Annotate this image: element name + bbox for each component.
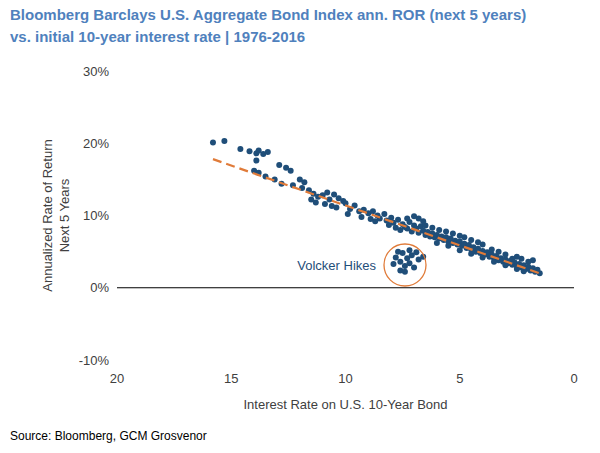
point <box>411 265 417 271</box>
point <box>253 158 259 164</box>
point <box>395 217 401 223</box>
trend-line <box>213 159 540 273</box>
point <box>210 140 216 146</box>
x-tick-label: 5 <box>456 371 463 386</box>
point <box>406 260 412 266</box>
point <box>358 214 364 220</box>
point <box>395 249 401 255</box>
point <box>324 189 330 195</box>
point <box>413 249 419 255</box>
point <box>386 222 392 228</box>
title: Bloomberg Barclays U.S. Aggregate Bond I… <box>10 6 526 23</box>
annotation-circle <box>384 244 426 286</box>
point <box>301 179 307 185</box>
point <box>525 259 531 265</box>
point <box>393 254 399 260</box>
background <box>0 0 600 453</box>
point <box>491 259 497 265</box>
point <box>265 149 271 155</box>
point <box>237 146 243 152</box>
point <box>468 237 474 243</box>
source: Source: Bloomberg, GCM Grosvenor <box>10 429 207 443</box>
point <box>381 211 387 217</box>
point <box>509 256 515 262</box>
x-tick-label: 15 <box>224 371 238 386</box>
point <box>480 254 486 260</box>
point <box>502 252 508 258</box>
x-tick-label: 20 <box>110 371 124 386</box>
chart: Bloomberg Barclays U.S. Aggregate Bond I… <box>0 0 600 453</box>
point <box>345 211 351 217</box>
point <box>443 228 449 234</box>
point <box>450 231 456 237</box>
x-axis-label: Interest Rate on U.S. 10-Year Bond <box>243 397 447 412</box>
point <box>489 246 495 252</box>
point <box>420 218 426 224</box>
y-tick-label: 20% <box>83 136 109 151</box>
y-tick-label: 10% <box>83 208 109 223</box>
point <box>502 262 508 268</box>
point <box>333 205 339 211</box>
y-tick-label: 30% <box>83 64 109 79</box>
x-tick-label: 10 <box>338 371 352 386</box>
point <box>313 199 319 205</box>
point <box>475 239 481 245</box>
point <box>434 240 440 246</box>
point <box>411 213 417 219</box>
point <box>372 218 378 224</box>
y-tick-label: 0% <box>90 280 109 295</box>
point <box>390 261 396 267</box>
point <box>436 227 442 233</box>
point <box>521 268 527 274</box>
point <box>406 247 412 253</box>
point <box>370 208 376 214</box>
subtitle: vs. initial 10-year interest rate | 1976… <box>10 28 305 45</box>
point <box>221 138 227 144</box>
point <box>457 233 463 239</box>
point <box>496 249 502 255</box>
point <box>457 247 463 253</box>
x-axis-line <box>117 287 574 288</box>
point <box>429 225 435 231</box>
point <box>247 148 253 154</box>
plot-area <box>210 138 543 276</box>
point <box>445 243 451 249</box>
y-axis-label: Next 5 Years <box>57 178 72 252</box>
annotation: Volcker Hikes <box>297 258 376 273</box>
point <box>288 168 294 174</box>
x-tick-label: 0 <box>570 371 577 386</box>
y-axis-label: Annualized Rate of Return <box>40 139 55 291</box>
point <box>276 162 282 168</box>
y-tick-label: -10% <box>79 353 110 368</box>
point <box>322 201 328 207</box>
point <box>402 269 408 275</box>
point <box>397 259 403 265</box>
point <box>468 251 474 257</box>
